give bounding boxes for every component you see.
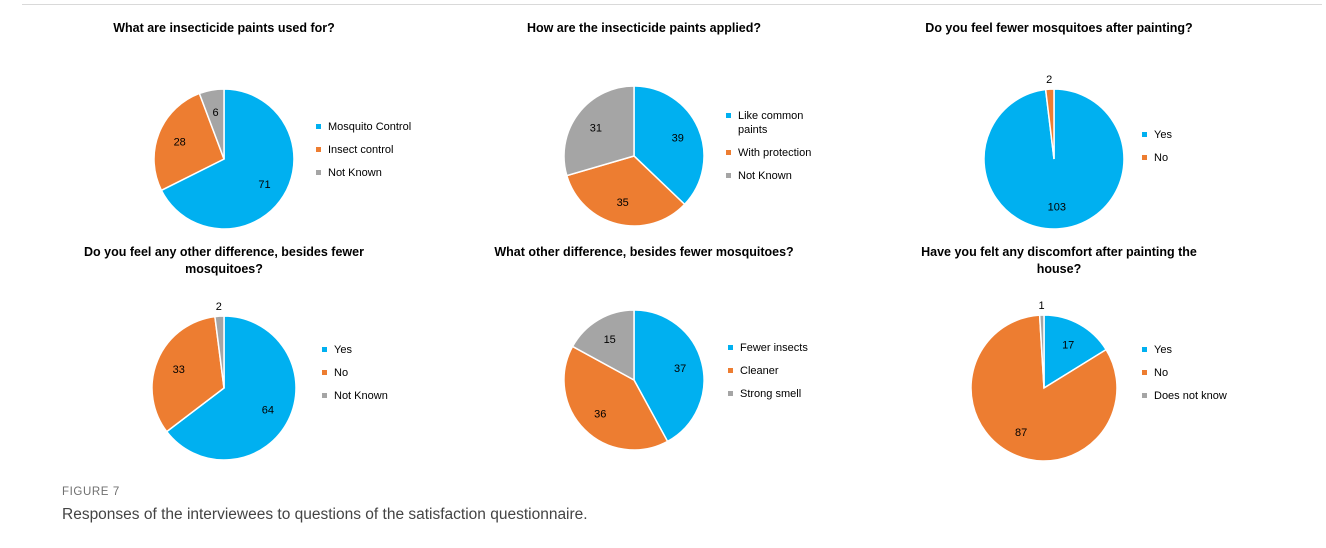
- pie-slice-strong-smell: [571, 309, 635, 382]
- data-label: 64: [262, 405, 274, 417]
- data-label: 17: [1062, 340, 1074, 352]
- data-label: 33: [173, 364, 185, 376]
- data-label: 39: [672, 132, 684, 144]
- legend-label: Insect control: [328, 144, 393, 156]
- figure-caption: Responses of the interviewees to questio…: [62, 506, 588, 523]
- data-label: 2: [216, 301, 222, 313]
- pie-slice-fewer-insects: [633, 309, 705, 443]
- chart-title: house?: [1037, 262, 1081, 276]
- pie-slice-insect-control: [153, 92, 225, 192]
- legend-label: No: [334, 367, 348, 379]
- pie-slice-mosquito-control: [160, 88, 295, 230]
- pie-chart-1: What are insecticide paints used for? 71 2…: [113, 21, 411, 230]
- chart-title: mosquitoes?: [185, 262, 263, 276]
- chart-title: What are insecticide paints used for?: [113, 21, 335, 35]
- legend-label: Strong smell: [740, 388, 801, 400]
- pie-slice-yes: [1043, 314, 1108, 390]
- data-label: 31: [590, 122, 602, 134]
- legend-label: Like common: [738, 110, 803, 122]
- legend-swatch: [726, 113, 731, 118]
- data-label: 28: [174, 137, 186, 149]
- data-label: 103: [1048, 202, 1066, 214]
- chart-title: What other difference, besides fewer mos…: [494, 245, 793, 259]
- legend-swatch: [322, 393, 327, 398]
- data-label: 87: [1015, 427, 1027, 439]
- legend-swatch: [728, 391, 733, 396]
- legend-swatch: [1142, 370, 1147, 375]
- pie-slice-not-known: [563, 85, 635, 177]
- data-label: 37: [674, 363, 686, 375]
- legend-label: Not Known: [738, 170, 792, 182]
- legend-swatch: [322, 347, 327, 352]
- legend-label: paints: [738, 124, 768, 136]
- legend-label: Yes: [1154, 344, 1172, 356]
- legend-swatch: [322, 370, 327, 375]
- legend-label: No: [1154, 367, 1168, 379]
- top-divider: [22, 4, 1322, 5]
- legend-label: Cleaner: [740, 365, 779, 377]
- pie-slice-does-not-know: [1038, 314, 1045, 389]
- pie-chart-2: How are the insecticide paints applied? 3…: [527, 21, 811, 227]
- legend-swatch: [726, 173, 731, 178]
- legend-label: Yes: [1154, 129, 1172, 141]
- pie-slice-cleaner: [563, 345, 669, 451]
- legend-swatch: [1142, 393, 1147, 398]
- legend-label: No: [1154, 152, 1168, 164]
- pie-slice-not-known: [214, 315, 225, 389]
- data-label: 15: [604, 334, 616, 346]
- legend-swatch: [316, 170, 321, 175]
- pie-charts-svg: What are insecticide paints used for? 71 2…: [84, 21, 1227, 462]
- legend-swatch: [316, 147, 321, 152]
- legend-swatch: [1142, 132, 1147, 137]
- pie-chart-5: What other difference, besides fewer mos…: [494, 245, 808, 451]
- data-label: 35: [617, 197, 629, 209]
- legend-label: Not Known: [334, 390, 388, 402]
- legend-label: Yes: [334, 344, 352, 356]
- legend-swatch: [728, 345, 733, 350]
- data-label: 1: [1038, 300, 1044, 312]
- figure-frame: What are insecticide paints used for? 71 2…: [4, 4, 1322, 544]
- pie-slice-no: [970, 314, 1118, 462]
- legend-label: With protection: [738, 147, 811, 159]
- pie-chart-6: Have you felt any discomfort after paint…: [921, 245, 1227, 462]
- legend-swatch: [1142, 155, 1147, 160]
- legend-swatch: [316, 124, 321, 129]
- pie-chart-grid: What are insecticide paints used for? 71 2…: [4, 4, 1322, 474]
- pie-chart-3: Do you feel fewer mosquitoes after paint…: [925, 21, 1193, 230]
- legend-swatch: [726, 150, 731, 155]
- data-label: 36: [594, 409, 606, 421]
- legend-swatch: [1142, 347, 1147, 352]
- chart-title: Do you feel fewer mosquitoes after paint…: [925, 21, 1192, 35]
- chart-title: Do you feel any other difference, beside…: [84, 245, 364, 259]
- chart-title: How are the insecticide paints applied?: [527, 21, 761, 35]
- pie-slice-no: [1044, 88, 1055, 160]
- legend-swatch: [728, 368, 733, 373]
- chart-title: Have you felt any discomfort after paint…: [921, 245, 1197, 259]
- pie-slice-like-common-paints: [633, 85, 705, 206]
- data-label: 6: [212, 107, 218, 119]
- pie-slice-not-known: [198, 88, 225, 160]
- legend-label: Mosquito Control: [328, 121, 411, 133]
- pie-chart-4: Do you feel any other difference, beside…: [84, 245, 388, 461]
- pie-slice-no: [151, 315, 225, 433]
- legend-label: Does not know: [1154, 390, 1227, 402]
- data-label: 2: [1046, 74, 1052, 86]
- pie-slice-yes: [165, 315, 297, 461]
- legend-label: Fewer insects: [740, 342, 808, 354]
- pie-slice-with-protection: [565, 155, 686, 227]
- data-label: 71: [258, 179, 270, 191]
- figure-label: FIGURE 7: [62, 486, 120, 498]
- legend-label: Not Known: [328, 167, 382, 179]
